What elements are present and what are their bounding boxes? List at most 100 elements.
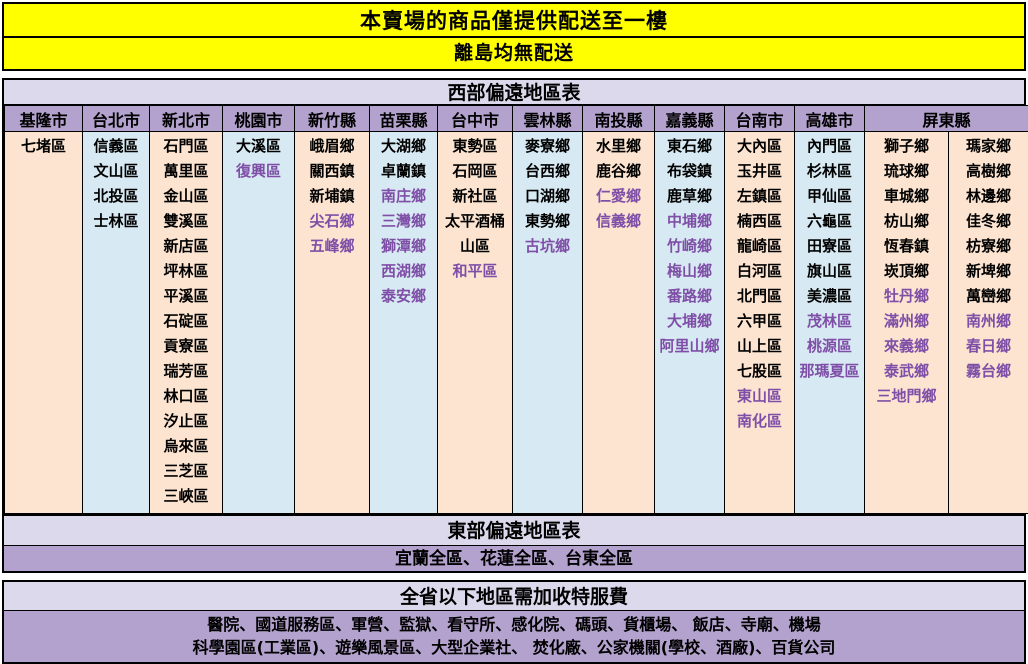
area-cell: 旗山區 [795,259,864,284]
column-header-nantou: 南投縣 [583,106,655,132]
fee-table-content: 醫院、國道服務區、軍營、監獄、看守所、感化院、碼頭、貨櫃場、 飯店、寺廟、機場 … [4,611,1024,662]
area-cell: 竹崎鄉 [655,234,724,259]
west-table-data-row: 七堵區 信義區文山區北投區士林區 石門區萬里區金山區雙溪區新店區坪林區平溪區石碇… [5,132,1028,514]
area-cell: 太平酒桶山區 [438,209,512,259]
area-cell: 東山區 [725,384,794,409]
column-cells-taichung: 東勢區石岡區新社區太平酒桶山區和平區 [438,132,513,514]
area-cell: 三峽區 [150,484,222,509]
east-remote-area-table-block: 東部偏遠地區表 宜蘭全區、花蓮全區、台東全區 [2,516,1026,573]
column-header-pingtung: 屏東縣 [865,106,1028,132]
column-cells-pingtung-right: 瑪家鄉高樹鄉林邊鄉佳冬鄉枋寮鄉新埤鄉萬巒鄉南州鄉春日鄉霧台鄉 [949,132,1028,514]
area-cell: 來義鄉 [865,334,948,359]
area-cell: 泰武鄉 [865,359,948,384]
area-cell: 北門區 [725,284,794,309]
column-header-new-taipei: 新北市 [150,106,223,132]
area-cell: 恆春鎮 [865,234,948,259]
column-cells-taipei: 信義區文山區北投區士林區 [83,132,150,514]
area-cell: 信義鄉 [583,209,654,234]
area-cell: 尖石鄉 [295,209,369,234]
area-cell: 霧台鄉 [949,359,1028,384]
area-cell: 平溪區 [150,284,222,309]
area-cell: 田寮區 [795,234,864,259]
area-cell: 貢寮區 [150,334,222,359]
area-cell: 泰安鄉 [370,284,437,309]
area-cell: 烏來區 [150,434,222,459]
area-cell: 左鎮區 [725,184,794,209]
area-cell: 仁愛鄉 [583,184,654,209]
west-remote-area-table: 基隆市 台北市 新北市 桃園市 新竹縣 苗栗縣 台中市 雲林縣 南投縣 嘉義縣 … [4,105,1028,514]
area-cell: 麥寮鄉 [513,134,582,159]
area-cell: 獅子鄉 [865,134,948,159]
west-table-title: 西部偏遠地區表 [4,80,1024,105]
area-cell: 鹿草鄉 [655,184,724,209]
area-cell: 三芝區 [150,459,222,484]
area-cell: 東勢區 [438,134,512,159]
area-cell: 車城鄉 [865,184,948,209]
delivery-zone-notice-page: 本賣場的商品僅提供配送至一樓 離島均無配送 西部偏遠地區表 基隆市 台北市 新北… [0,2,1028,627]
warning-banner-block: 本賣場的商品僅提供配送至一樓 離島均無配送 [2,2,1026,71]
area-cell: 龍崎區 [725,234,794,259]
column-cells-pingtung-left: 獅子鄉琉球鄉車城鄉枋山鄉恆春鎮崁頂鄉牡丹鄉滿州鄉來義鄉泰武鄉三地門鄉 [865,132,949,514]
area-cell: 中埔鄉 [655,209,724,234]
area-cell: 大內區 [725,134,794,159]
column-header-yunlin: 雲林縣 [513,106,583,132]
area-cell: 南州鄉 [949,309,1028,334]
area-cell: 阿里山鄉 [655,334,724,359]
area-cell: 大埔鄉 [655,309,724,334]
area-cell: 瑞芳區 [150,359,222,384]
area-cell: 新社區 [438,184,512,209]
area-cell: 石碇區 [150,309,222,334]
spacer-2 [0,573,1028,580]
area-cell: 高樹鄉 [949,159,1028,184]
area-cell: 水里鄉 [583,134,654,159]
area-cell: 梅山鄉 [655,259,724,284]
column-cells-nantou: 水里鄉鹿谷鄉仁愛鄉信義鄉 [583,132,655,514]
area-cell: 大溪區 [223,134,294,159]
column-header-taipei: 台北市 [83,106,150,132]
area-cell: 滿州鄉 [865,309,948,334]
area-cell: 坪林區 [150,259,222,284]
area-cell: 卓蘭鎮 [370,159,437,184]
fee-table-title: 全省以下地區需加收特服費 [4,582,1024,611]
area-cell: 萬里區 [150,159,222,184]
area-cell: 枋寮鄉 [949,234,1028,259]
area-cell: 東勢鄉 [513,209,582,234]
area-cell: 甲仙區 [795,184,864,209]
area-cell: 信義區 [83,134,149,159]
column-cells-hsinchu: 峨眉鄉關西鎮新埔鎮尖石鄉五峰鄉 [295,132,370,514]
area-cell: 汐止區 [150,409,222,434]
column-cells-new-taipei: 石門區萬里區金山區雙溪區新店區坪林區平溪區石碇區貢寮區瑞芳區林口區汐止區烏來區三… [150,132,223,514]
area-cell: 新埤鄉 [949,259,1028,284]
area-cell: 春日鄉 [949,334,1028,359]
area-cell: 石門區 [150,134,222,159]
area-cell: 口湖鄉 [513,184,582,209]
column-header-hsinchu: 新竹縣 [295,106,370,132]
column-header-chiayi: 嘉義縣 [655,106,725,132]
banner-line-2: 離島均無配送 [4,38,1024,69]
area-cell: 士林區 [83,209,149,234]
east-table-content: 宜蘭全區、花蓮全區、台東全區 [4,546,1024,571]
banner-line-1: 本賣場的商品僅提供配送至一樓 [4,4,1024,38]
area-cell: 金山區 [150,184,222,209]
area-cell: 佳冬鄉 [949,209,1028,234]
fee-line-2: 科學園區(工業區)、遊樂風景區、大型企業社、 焚化廠、公家機關(學校、酒廠)、百… [4,636,1024,659]
area-cell: 美濃區 [795,284,864,309]
area-cell: 鹿谷鄉 [583,159,654,184]
column-header-miaoli: 苗栗縣 [370,106,438,132]
area-cell: 林口區 [150,384,222,409]
area-cell: 琉球鄉 [865,159,948,184]
area-cell: 獅潭鄉 [370,234,437,259]
area-cell: 瑪家鄉 [949,134,1028,159]
area-cell: 西湖鄉 [370,259,437,284]
area-cell: 六龜區 [795,209,864,234]
area-cell: 古坑鄉 [513,234,582,259]
area-cell: 新店區 [150,234,222,259]
area-cell: 布袋鎮 [655,159,724,184]
spacer-1 [0,71,1028,78]
column-header-kaohsiung: 高雄市 [795,106,865,132]
area-cell: 那瑪夏區 [795,359,864,384]
special-fee-table-block: 全省以下地區需加收特服費 醫院、國道服務區、軍營、監獄、看守所、感化院、碼頭、貨… [2,580,1026,664]
area-cell: 內門區 [795,134,864,159]
area-cell: 枋山鄉 [865,209,948,234]
area-cell: 七股區 [725,359,794,384]
